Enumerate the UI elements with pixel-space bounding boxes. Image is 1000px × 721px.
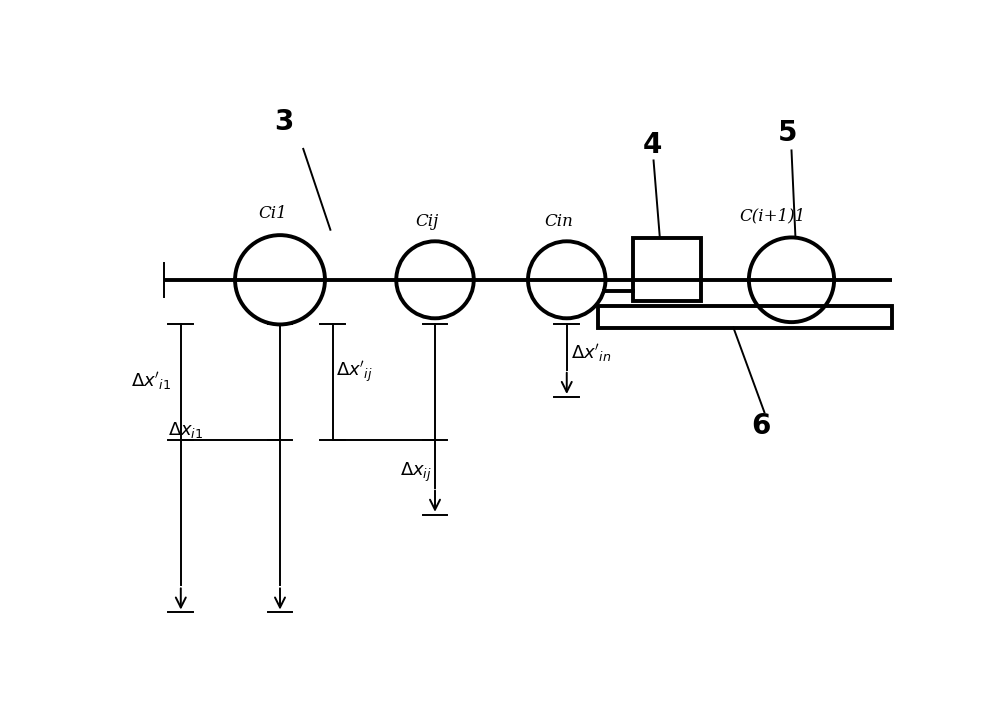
Bar [598, 306, 892, 327]
Text: C(i+1)1: C(i+1)1 [739, 208, 805, 224]
Text: 4: 4 [642, 131, 662, 159]
Bar [633, 238, 701, 301]
Text: 6: 6 [751, 412, 770, 440]
Text: $\Delta x'_{i1}$: $\Delta x'_{i1}$ [131, 371, 172, 392]
Text: Ci1: Ci1 [258, 205, 287, 222]
Text: $\Delta x_{i1}$: $\Delta x_{i1}$ [168, 420, 203, 440]
Text: 5: 5 [778, 120, 797, 148]
Text: $\Delta x'_{in}$: $\Delta x'_{in}$ [571, 342, 611, 364]
Text: Cin: Cin [545, 213, 573, 230]
Text: $\Delta x_{ij}$: $\Delta x_{ij}$ [400, 461, 432, 484]
Text: 3: 3 [274, 108, 294, 136]
Text: Cij: Cij [416, 213, 439, 230]
Text: $\Delta x'_{ij}$: $\Delta x'_{ij}$ [336, 360, 373, 385]
